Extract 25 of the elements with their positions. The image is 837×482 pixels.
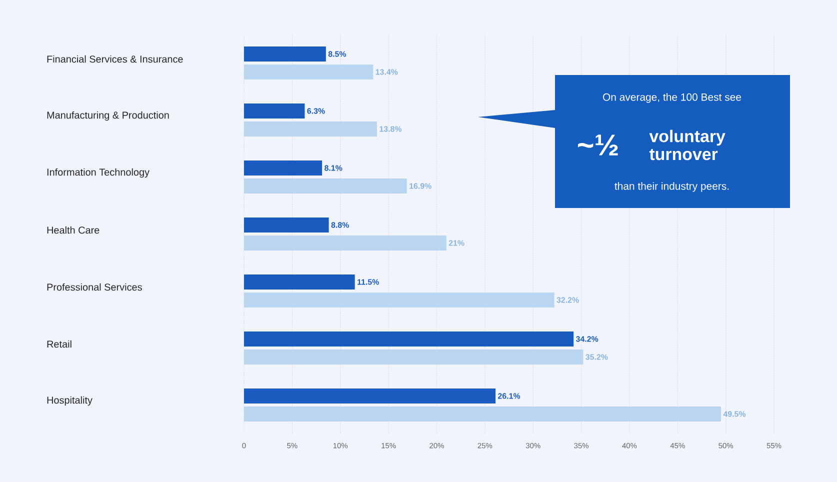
- y-tick-label: Health Care: [47, 226, 100, 234]
- bar: [244, 235, 446, 250]
- bar: [244, 160, 322, 176]
- bar: [244, 274, 355, 290]
- bar: [244, 46, 326, 62]
- bar: [244, 406, 721, 422]
- bar: [244, 64, 374, 80]
- bar: [244, 178, 407, 194]
- annotation: than their industry peers.: [614, 182, 729, 192]
- y-tick-label: Manufacturing & Production: [47, 111, 169, 121]
- annotation: On average, the 100 Best see: [603, 93, 742, 103]
- y-tick-label: Hospitality: [47, 396, 92, 406]
- bar: [244, 331, 574, 346]
- bar: [244, 217, 329, 232]
- annotation: ~½: [578, 134, 618, 156]
- y-tick-label: Professional Services: [47, 283, 142, 291]
- bar: [244, 388, 496, 404]
- y-tick-label: Financial Services & Insurance: [47, 55, 183, 63]
- annotation: voluntary turnover: [649, 130, 726, 160]
- bar: [244, 103, 305, 118]
- bar: [244, 121, 377, 136]
- bar: [244, 292, 554, 308]
- y-tick-label: Retail: [47, 340, 72, 348]
- y-tick-label: Information Technology: [47, 168, 150, 178]
- bar: [244, 349, 584, 364]
